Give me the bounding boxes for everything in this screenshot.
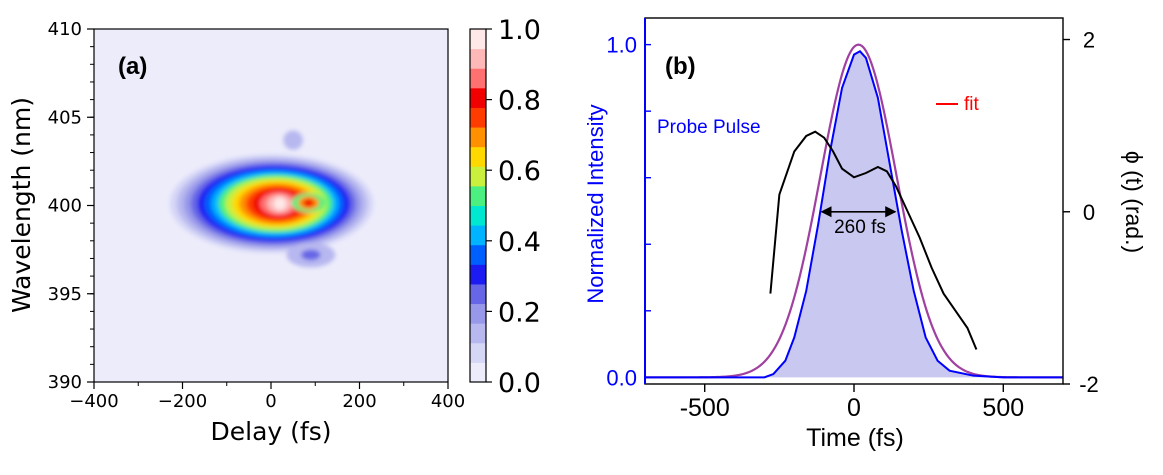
heatmap-contour-layers (169, 130, 374, 268)
colorbar-band (470, 48, 486, 69)
colorbar-band (470, 264, 486, 285)
colorbar-band (470, 244, 486, 265)
pulse-left-tick-label: 1.0 (606, 33, 637, 58)
colorbar-band (470, 342, 486, 363)
heatmap-y-axis-label: Wavelength (nm) (7, 97, 36, 313)
heatmap-x-tick-label: −200 (158, 391, 207, 412)
contour-level (303, 198, 314, 207)
pulse-x-tick-label: 0 (847, 394, 861, 422)
pulse-right-ticks: -2 0 2 (1063, 28, 1099, 397)
colorbar-band (470, 283, 486, 305)
heatmap-x-axis-label: Delay (fs) (211, 417, 332, 446)
pulse-right-tick-label: 0 (1083, 200, 1095, 225)
pulse-left-ticks: 0.0 1.0 (606, 33, 651, 390)
heatmap-panel-label: (a) (118, 53, 147, 80)
heatmap-secondary-peak (291, 193, 326, 213)
colorbar-tick-label: 0.6 (498, 156, 541, 187)
lower-lobe-core (301, 249, 321, 261)
panel-b: -500 0 500 0.0 1.0 -2 0 2 (b) Probe Pulse fit… (583, 17, 1147, 452)
heatmap-y-tick-label: 390 (48, 372, 82, 393)
pulse-left-tick-label: 0.0 (606, 365, 637, 390)
colorbar-tick-label: 0.4 (498, 227, 541, 258)
colorbar-band (470, 303, 486, 324)
colorbar-band (470, 146, 486, 167)
colorbar-band (470, 225, 486, 246)
panel-a: −400 −200 0 200 400 390 395 400 405 410 (a) Dela… (7, 15, 541, 446)
heatmap-x-tick-label: 0 (265, 391, 276, 412)
pulse-right-axis-label: ϕ (t) (rad.) (1121, 151, 1147, 253)
colorbar-band (470, 68, 486, 89)
pulse-plot-area (645, 43, 1063, 379)
colorbar-band (470, 127, 486, 148)
colorbar-tick-label: 0.0 (498, 368, 541, 399)
contour-level (273, 197, 287, 210)
probe-pulse-fill (645, 51, 1063, 378)
colorbar-tick-label: 1.0 (498, 15, 541, 46)
pulse-x-tick-label: 500 (982, 394, 1024, 422)
heatmap-x-tick-label: 400 (431, 391, 465, 412)
heatmap-y-tick-label: 400 (48, 196, 82, 217)
pulse-x-axis-label: Time (fs) (806, 424, 904, 452)
heatmap-y-ticks: 390 395 400 405 410 (48, 19, 94, 393)
heatmap-y-tick-label: 395 (48, 284, 82, 305)
heatmap-contours (169, 130, 374, 268)
colorbar-band (470, 87, 486, 108)
colorbar-band (470, 323, 486, 344)
colorbar-band (470, 166, 486, 187)
colorbar-band (470, 29, 486, 50)
colorbar-band (470, 107, 486, 128)
probe-pulse-label: Probe Pulse (657, 117, 761, 138)
colorbar-band (470, 185, 486, 206)
upper-lobe (283, 130, 303, 150)
colorbar-band (470, 362, 486, 383)
colorbar-tick-label: 0.2 (498, 297, 541, 328)
pulse-right-tick-label: 2 (1083, 28, 1095, 53)
pulse-left-axis-label: Normalized Intensity (583, 104, 608, 303)
probe-pulse-line (645, 50, 1063, 379)
colorbar-ticks: 0.0 0.2 0.4 0.6 0.8 1.0 (486, 15, 541, 399)
colorbar-band (470, 205, 486, 226)
pulse-x-tick-label: -500 (680, 394, 730, 422)
colorbar (470, 29, 486, 383)
colorbar-frame (469, 28, 487, 383)
pulse-x-ticks: -500 0 500 (680, 384, 1024, 422)
phase-line (769, 130, 978, 350)
pulse-panel-label: (b) (665, 53, 696, 80)
pulse-right-tick-label: -2 (1079, 372, 1099, 397)
width-annotation-label: 260 fs (834, 217, 886, 238)
colorbar-tick-label: 0.8 (498, 86, 541, 117)
heatmap-x-tick-label: 200 (342, 391, 376, 412)
heatmap-y-tick-label: 410 (48, 19, 82, 40)
heatmap-y-tick-label: 405 (48, 107, 82, 128)
fit-legend-label: fit (964, 94, 980, 115)
heatmap-x-tick-label: −400 (69, 391, 118, 412)
heatmap-x-ticks: −400 −200 0 200 400 (69, 382, 465, 412)
